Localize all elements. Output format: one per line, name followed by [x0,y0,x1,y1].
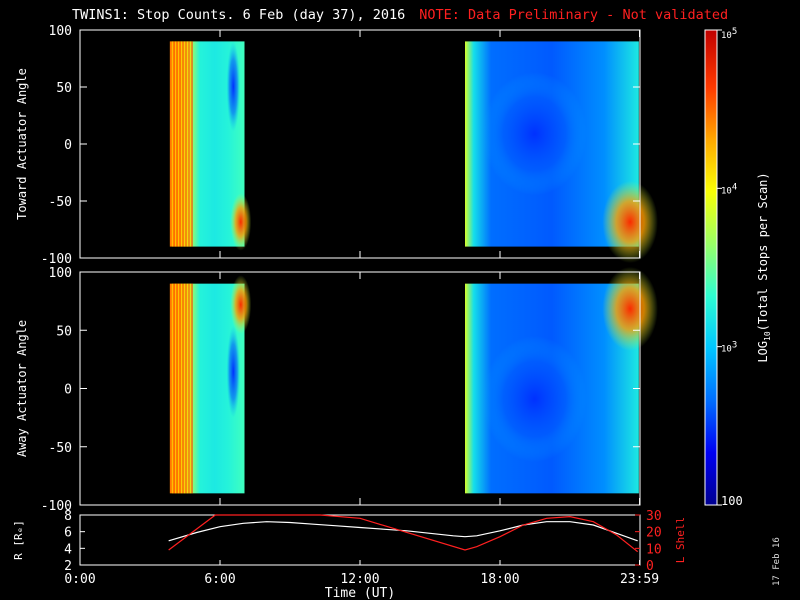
orbit-ytick2-label: 0 [646,559,654,574]
date-stamp: 17 Feb 16 [772,537,782,586]
toward-ylabel: Toward Actuator Angle [15,68,29,220]
away-ytick-label: 50 [56,324,72,339]
away-stripe [176,283,178,494]
away-stripe [179,283,181,494]
toward-stripe [173,41,175,247]
toward-stripe [186,41,189,247]
away-stripe [177,283,180,494]
orbit-ytick2-label: 30 [646,509,662,524]
toward-stripe [171,41,174,247]
away-ylabel: Away Actuator Angle [15,320,29,457]
away-low-count-region [482,336,587,462]
away-stripe [182,283,184,494]
toward-stripe [179,41,181,247]
toward-high-count-region [602,180,658,264]
toward-stripe [174,41,177,247]
away-stripe [188,283,190,494]
orbit-panel [79,514,641,566]
orbit-ytick-label: 6 [64,526,72,541]
orbit-ylabel2: L Shell [674,517,687,563]
away-ytick-label: -100 [41,499,72,514]
colorbar-tick-label: 105 [721,27,737,41]
orbit-ytick2-label: 10 [646,542,662,557]
away-panel [79,266,658,506]
toward-ytick-label: 50 [56,81,72,96]
orbit-ytick2-label: 20 [646,526,662,541]
away-high-count-region [602,266,658,351]
toward-ytick-label: -100 [41,252,72,267]
away-stripe [183,283,186,494]
series-r-line [168,521,638,542]
toward-high-count-region [230,193,252,251]
colorbar-gradient [704,29,718,506]
toward-stripe [188,41,190,247]
toward-low-count-region [482,72,587,196]
colorbar-label: LOG10(Total Stops per Scan) [756,172,772,362]
toward-ytick-label: 0 [64,138,72,153]
toward-stripe [177,41,180,247]
colorbar-tick-label: 100 [721,494,743,508]
away-ytick-label: -50 [49,441,72,456]
colorbar [704,29,722,506]
toward-low-count-region [226,41,241,132]
title-text: TWINS1: Stop Counts. 6 Feb (day 37), 201… [72,7,406,23]
away-stripe [174,283,177,494]
away-ytick-label: 100 [49,266,72,281]
toward-ytick-label: 100 [49,24,72,39]
series-l-shell-line [168,514,639,553]
toward-stripe [189,41,192,247]
toward-stripe [183,41,186,247]
xtick-label: 6:00 [204,572,235,587]
colorbar-tick-label: 104 [721,182,737,196]
away-high-count-region [230,275,252,334]
orbit-ylabel: R [Rₑ] [12,520,25,560]
toward-stripe [185,41,187,247]
xtick-label: 23:59 [620,572,659,587]
away-stripe [173,283,175,494]
away-stripe [191,283,193,494]
xtick-label: 0:00 [64,572,95,587]
away-stripe [180,283,183,494]
toward-ytick-label: -50 [49,195,72,210]
x-axis-title: Time (UT) [325,586,395,600]
toward-panel [79,29,658,264]
preliminary-note: NOTE: Data Preliminary - Not validated [419,7,729,23]
toward-stripe [176,41,178,247]
xtick-label: 12:00 [340,572,379,587]
xtick-label: 18:00 [480,572,519,587]
away-stripe [189,283,192,494]
chart-title: TWINS1: Stop Counts. 6 Feb (day 37), 201… [72,7,728,23]
away-stripe [186,283,189,494]
away-stripe [171,283,174,494]
toward-stripe [180,41,183,247]
orbit-ytick-label: 4 [64,542,72,557]
orbit-ytick-label: 2 [64,559,72,574]
orbit-axes-frame [79,514,641,566]
colorbar-tick-label: 103 [721,341,737,355]
toward-stripe [191,41,193,247]
orbit-ytick-label: 8 [64,509,72,524]
away-stripe [185,283,187,494]
away-ytick-label: 0 [64,383,72,398]
toward-stripe [182,41,184,247]
away-low-count-region [226,325,241,418]
